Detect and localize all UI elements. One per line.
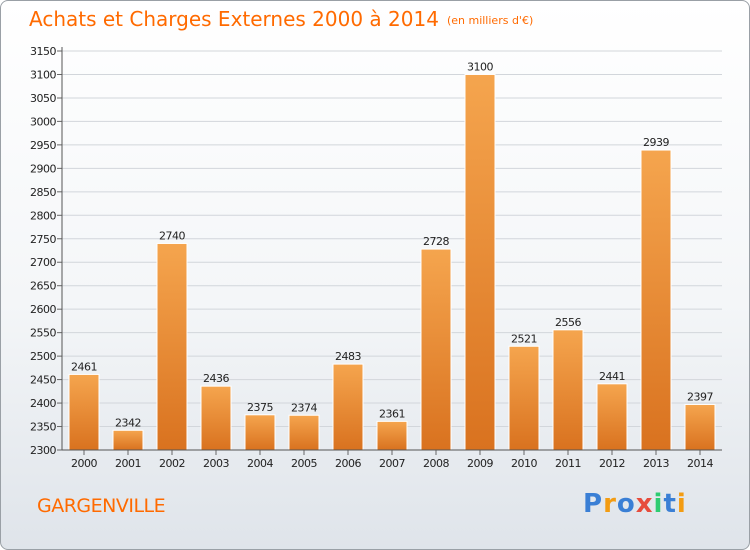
logo-letter: r xyxy=(603,489,617,519)
bar-2007 xyxy=(376,420,408,451)
value-label: 2740 xyxy=(159,229,185,242)
x-tick-label: 2013 xyxy=(643,457,669,470)
x-tick-label: 2009 xyxy=(467,457,493,470)
x-tick-label: 2014 xyxy=(687,457,713,470)
y-tick-label: 3100 xyxy=(30,68,56,81)
bar-2010 xyxy=(508,345,540,451)
value-label: 2342 xyxy=(115,416,141,429)
bar-2003 xyxy=(200,385,232,451)
y-tick-label: 2850 xyxy=(30,186,56,199)
proxiti-logo[interactable]: Proxiti xyxy=(583,489,687,519)
value-label: 2461 xyxy=(71,360,97,373)
x-tick-label: 2003 xyxy=(203,457,229,470)
logo-letter: i xyxy=(676,489,687,519)
x-tick-label: 2007 xyxy=(379,457,405,470)
logo-letter: P xyxy=(583,489,604,519)
y-tick-label: 3150 xyxy=(30,45,56,58)
value-label: 2436 xyxy=(203,372,229,385)
bar-2008 xyxy=(420,248,452,451)
value-label: 2521 xyxy=(511,332,537,345)
value-label: 3100 xyxy=(467,60,493,73)
x-tick-label: 2000 xyxy=(71,457,97,470)
value-label: 2728 xyxy=(423,235,449,248)
logo-letter: x xyxy=(635,489,654,519)
x-tick-label: 2010 xyxy=(511,457,537,470)
y-tick-label: 2300 xyxy=(30,444,56,457)
x-tick-label: 2012 xyxy=(599,457,625,470)
bar-2012 xyxy=(596,383,628,451)
value-label: 2375 xyxy=(247,401,273,414)
x-tick-label: 2005 xyxy=(291,457,317,470)
bar-2009 xyxy=(464,73,496,451)
x-tick-label: 2011 xyxy=(555,457,581,470)
value-label: 2939 xyxy=(643,136,669,149)
logo-letter: t xyxy=(663,489,677,519)
y-tick-label: 2950 xyxy=(30,139,56,152)
x-axis-ticks: 2000 2001 2002 2003 2004 2005 2006 2007 2008 2009… xyxy=(71,450,714,470)
bar-2000 xyxy=(68,373,100,451)
bar-series xyxy=(68,73,716,451)
logo-letter: i xyxy=(653,489,664,519)
x-tick-label: 2004 xyxy=(247,457,273,470)
bar-2014 xyxy=(684,403,716,451)
y-axis-ticks: 2300 2350 2400 2450 2500 2550 2600 2650 2700 2750… xyxy=(30,45,62,457)
y-tick-label: 2550 xyxy=(30,327,56,340)
chart-unit: (en milliers d'€) xyxy=(446,14,534,27)
value-label: 2483 xyxy=(335,350,361,363)
value-label: 2441 xyxy=(599,370,625,383)
y-tick-label: 2800 xyxy=(30,209,56,222)
y-tick-label: 3000 xyxy=(30,115,56,128)
bar-2004 xyxy=(244,414,276,451)
x-tick-label: 2002 xyxy=(159,457,185,470)
y-tick-label: 2750 xyxy=(30,233,56,246)
y-tick-label: 2450 xyxy=(30,374,56,387)
y-tick-label: 2600 xyxy=(30,303,56,316)
bar-2006 xyxy=(332,363,364,451)
y-tick-label: 2650 xyxy=(30,280,56,293)
city-name: GARGENVILLE xyxy=(37,495,166,517)
y-tick-label: 2900 xyxy=(30,162,56,175)
value-label: 2556 xyxy=(555,316,581,329)
value-label: 2374 xyxy=(291,401,317,414)
y-tick-label: 2700 xyxy=(30,256,56,269)
axes xyxy=(61,47,722,451)
y-tick-label: 2350 xyxy=(30,421,56,434)
bar-2013 xyxy=(640,149,672,451)
x-tick-label: 2001 xyxy=(115,457,141,470)
value-labels: 2461 2342 2740 2436 2375 2374 2483 2361 2728 3100… xyxy=(71,60,714,429)
bar-2001 xyxy=(112,429,144,451)
chart-title-text: Achats et Charges Externes 2000 à 2014 xyxy=(29,7,439,31)
bar-2011 xyxy=(552,329,584,451)
y-tick-label: 2500 xyxy=(30,350,56,363)
bar-2002 xyxy=(156,242,188,451)
bar-2005 xyxy=(288,414,320,451)
logo-letter: o xyxy=(616,489,636,519)
x-tick-label: 2008 xyxy=(423,457,449,470)
y-tick-label: 3050 xyxy=(30,92,56,105)
chart-title: Achats et Charges Externes 2000 à 2014 (e… xyxy=(29,7,533,31)
y-tick-label: 2400 xyxy=(30,397,56,410)
value-label: 2361 xyxy=(379,407,405,420)
value-label: 2397 xyxy=(687,390,713,403)
x-tick-label: 2006 xyxy=(335,457,361,470)
